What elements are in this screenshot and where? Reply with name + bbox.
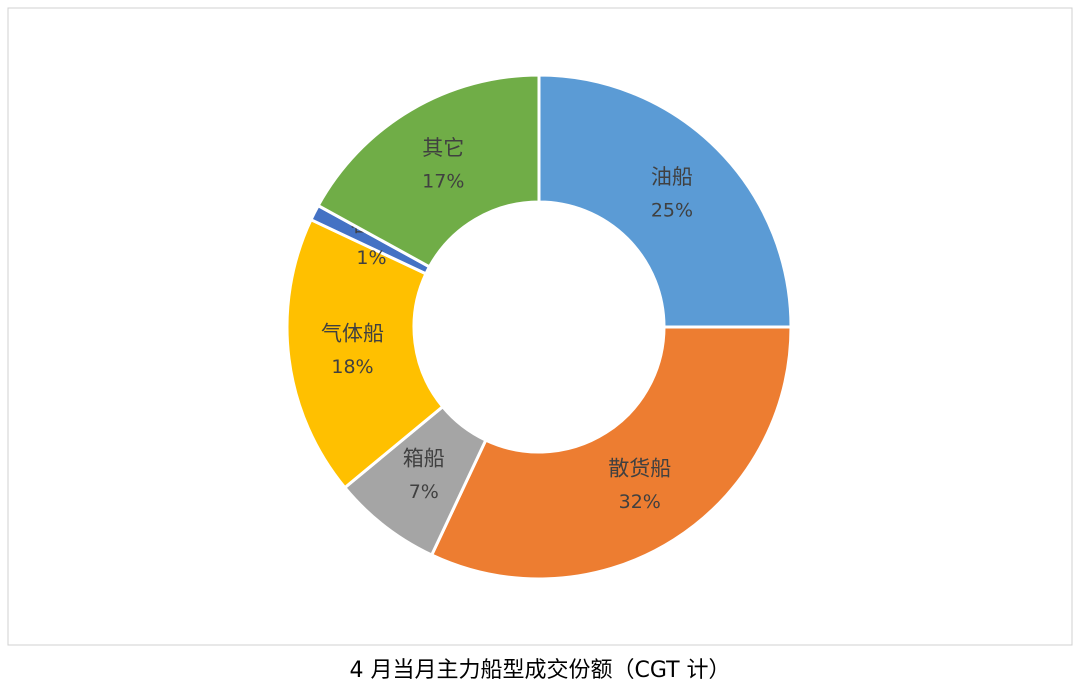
slice-label: 油船 <box>651 165 693 189</box>
slice-value-label: 25% <box>651 200 693 222</box>
slice-value-label: 17% <box>422 171 464 193</box>
chart-title: 4 月当月主力船型成交份额（CGT 计） <box>349 658 730 683</box>
slice-value-label: 1% <box>356 247 386 269</box>
slice-value-label: 32% <box>619 491 661 513</box>
slice-label: 气体船 <box>321 322 384 346</box>
donut-slice <box>316 73 541 269</box>
slice-label: 其它 <box>422 136 464 160</box>
slice-value-label: 18% <box>331 356 373 378</box>
donut-slice <box>429 325 793 581</box>
slice-label: 箱船 <box>403 447 445 471</box>
slice-label: 散货船 <box>608 457 671 481</box>
donut-slice <box>285 217 445 490</box>
donut-slice <box>537 73 793 329</box>
slice-value-label: 7% <box>409 481 439 503</box>
